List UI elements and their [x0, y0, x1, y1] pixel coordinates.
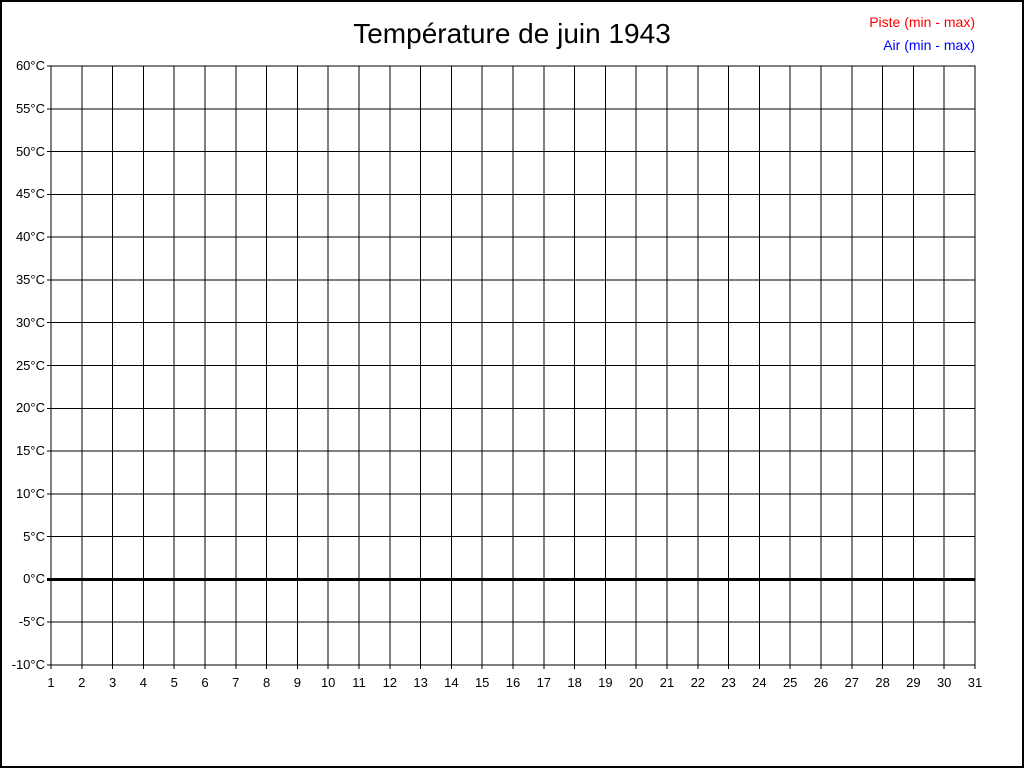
y-tick-label: 10°C	[15, 485, 45, 501]
x-tick-label: 13	[413, 675, 428, 690]
legend: Piste (min - max) Air (min - max)	[869, 11, 975, 57]
x-tick-label: 25	[782, 675, 798, 690]
x-tick-label: 15	[474, 675, 490, 690]
x-tick-label: 20	[628, 675, 644, 690]
legend-item-piste: Piste (min - max)	[869, 14, 975, 30]
x-tick-label: 28	[875, 675, 890, 690]
y-tick-label: -10°C	[11, 657, 45, 672]
x-tick-label: 23	[721, 675, 736, 690]
legend-item-air: Air (min - max)	[883, 37, 975, 53]
x-tick-label: 2	[78, 675, 86, 690]
y-tick-label: 5°C	[23, 528, 45, 544]
y-tick-label: 30°C	[15, 314, 45, 330]
x-tick-label: 10	[320, 675, 336, 690]
y-tick-label: 40°C	[15, 229, 45, 245]
chart-title: Température de juin 1943	[353, 18, 671, 49]
x-tick-label: 19	[598, 675, 613, 690]
x-tick-label: 30	[936, 675, 952, 690]
y-tick-label: -5°C	[18, 614, 45, 630]
x-tick-label: 18	[567, 675, 582, 690]
x-tick-label: 31	[967, 675, 983, 690]
y-tick-label: 20°C	[15, 400, 45, 416]
y-tick-label: 55°C	[15, 100, 45, 116]
x-tick-label: 5	[170, 675, 178, 690]
x-tick-label: 22	[690, 675, 706, 690]
x-tick-label: 14	[444, 675, 459, 690]
x-tick-label: 9	[293, 675, 301, 690]
x-tick-label: 3	[108, 675, 117, 690]
y-tick-label: 35°C	[15, 271, 45, 287]
y-tick-label: 0°C	[23, 571, 45, 587]
x-tick-label: 1	[47, 675, 55, 690]
x-tick-label: 6	[201, 675, 209, 690]
y-tick-label: 45°C	[15, 186, 45, 202]
x-tick-label: 29	[906, 675, 921, 690]
x-tick-label: 16	[505, 675, 521, 690]
plot-border	[50, 65, 976, 666]
x-tick-label: 17	[536, 675, 552, 690]
y-tick-label: 15°C	[15, 443, 45, 459]
x-tick-label: 8	[262, 675, 271, 690]
x-tick-label: 27	[844, 675, 860, 690]
x-tick-label: 12	[382, 675, 398, 690]
x-tick-label: 11	[352, 675, 366, 690]
y-tick-label: 25°C	[15, 357, 45, 373]
x-tick-label: 7	[232, 675, 240, 690]
x-tick-label: 4	[139, 675, 147, 690]
y-tick-label: 60°C	[15, 58, 45, 73]
y-tick-label: 50°C	[15, 143, 45, 159]
x-tick-label: 24	[752, 675, 767, 690]
x-tick-label: 26	[813, 675, 829, 690]
x-tick-label: 21	[659, 675, 675, 690]
